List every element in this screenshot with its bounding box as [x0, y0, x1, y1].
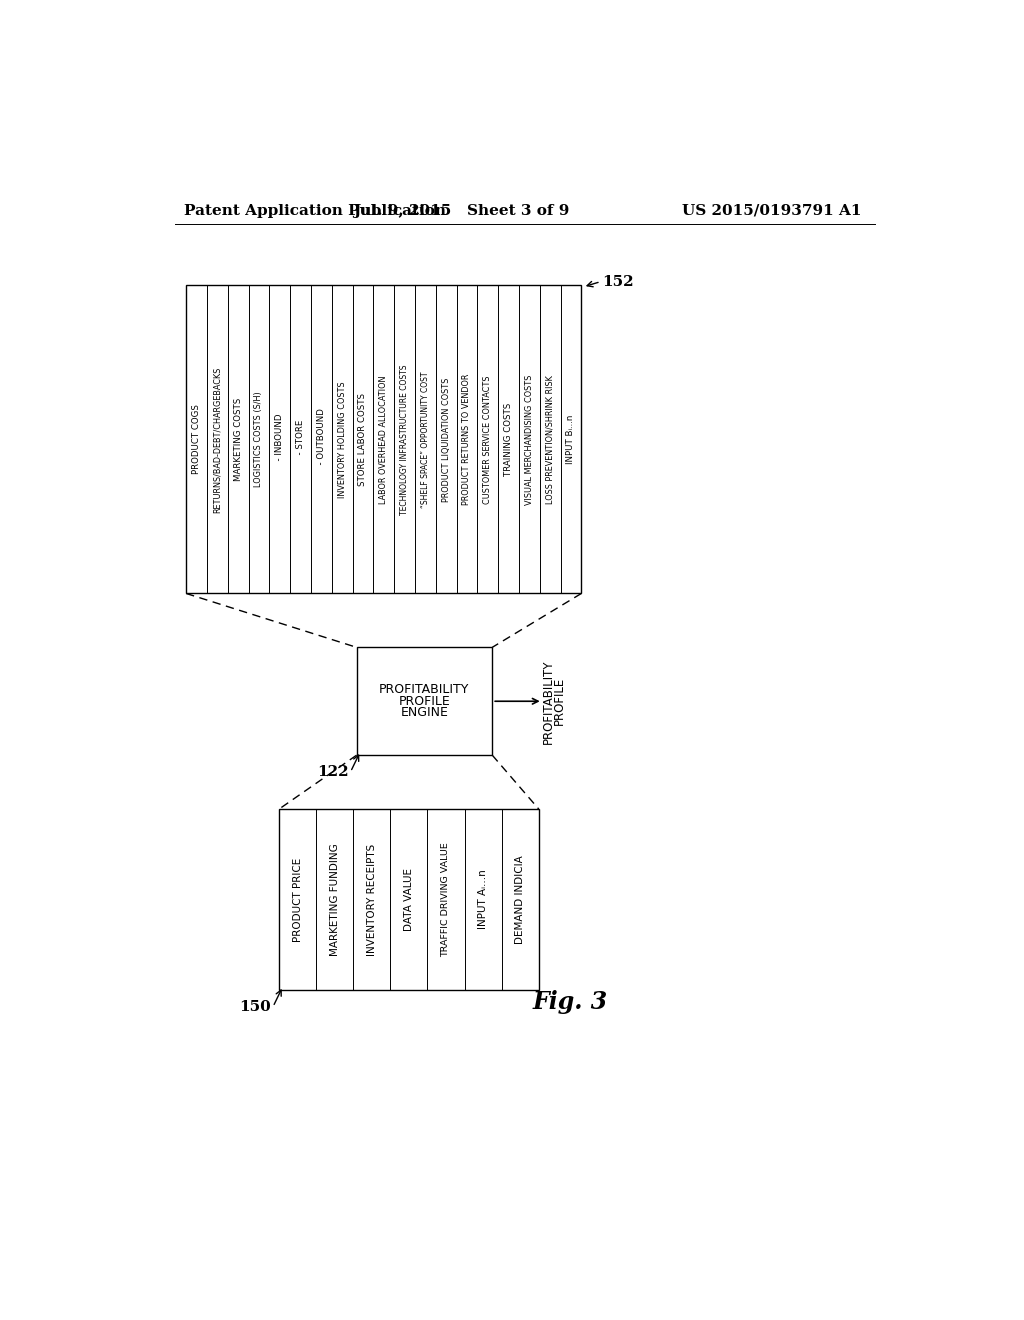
Text: PROFITABILITY: PROFITABILITY — [542, 659, 555, 743]
Text: “SHELF SPACE” OPPORTUNITY COST: “SHELF SPACE” OPPORTUNITY COST — [421, 371, 430, 508]
Bar — [280, 809, 539, 990]
Text: - OUTBOUND: - OUTBOUND — [316, 408, 326, 470]
Text: LOGISTICS COSTS (S/H): LOGISTICS COSTS (S/H) — [254, 392, 263, 487]
Text: 150: 150 — [240, 1001, 271, 1014]
Text: US 2015/0193791 A1: US 2015/0193791 A1 — [682, 203, 861, 218]
Text: INPUT Bᵢ...n: INPUT Bᵢ...n — [566, 414, 575, 465]
Text: INVENTORY HOLDING COSTS: INVENTORY HOLDING COSTS — [338, 381, 347, 498]
Text: VISUAL MERCHANDISING COSTS: VISUAL MERCHANDISING COSTS — [525, 375, 534, 504]
Text: DATA VALUE: DATA VALUE — [403, 869, 414, 931]
Text: Fig. 3: Fig. 3 — [532, 990, 607, 1014]
Text: PROFITABILITY: PROFITABILITY — [379, 684, 470, 696]
Text: PROFILE: PROFILE — [398, 694, 451, 708]
Text: PRODUCT PRICE: PRODUCT PRICE — [293, 858, 303, 941]
Text: TECHNOLOGY INFRASTRUCTURE COSTS: TECHNOLOGY INFRASTRUCTURE COSTS — [400, 364, 409, 515]
Text: TRAFFIC DRIVING VALUE: TRAFFIC DRIVING VALUE — [441, 842, 451, 957]
Text: LABOR OVERHEAD ALLOCATION: LABOR OVERHEAD ALLOCATION — [379, 375, 388, 504]
Text: STORE LABOR COSTS: STORE LABOR COSTS — [358, 393, 368, 486]
Bar — [186, 285, 582, 594]
Text: CUSTOMER SERVICE CONTACTS: CUSTOMER SERVICE CONTACTS — [483, 375, 493, 504]
Text: - INBOUND: - INBOUND — [275, 413, 285, 466]
Text: PRODUCT COGS: PRODUCT COGS — [193, 404, 201, 474]
Text: PROFILE: PROFILE — [552, 677, 565, 726]
Text: Jul. 9, 2015   Sheet 3 of 9: Jul. 9, 2015 Sheet 3 of 9 — [353, 203, 569, 218]
Text: MARKETING COSTS: MARKETING COSTS — [233, 397, 243, 480]
Text: INPUT Aᵢ...n: INPUT Aᵢ...n — [478, 870, 488, 929]
Text: LOSS PREVENTION/SHRINK RISK: LOSS PREVENTION/SHRINK RISK — [546, 375, 555, 504]
Text: INVENTORY RECEIPTS: INVENTORY RECEIPTS — [367, 843, 377, 956]
Bar — [356, 647, 493, 755]
Text: ENGINE: ENGINE — [400, 706, 449, 719]
Text: RETURNS/BAD-DEBT/CHARGEBACKS: RETURNS/BAD-DEBT/CHARGEBACKS — [213, 366, 222, 512]
Text: - STORE: - STORE — [296, 420, 305, 459]
Text: PRODUCT RETURNS TO VENDOR: PRODUCT RETURNS TO VENDOR — [463, 374, 471, 506]
Text: DEMAND INDICIA: DEMAND INDICIA — [515, 855, 525, 944]
Text: 122: 122 — [317, 766, 349, 779]
Text: MARKETING FUNDING: MARKETING FUNDING — [330, 843, 340, 956]
Text: 152: 152 — [602, 275, 634, 289]
Text: TRAINING COSTS: TRAINING COSTS — [504, 403, 513, 477]
Text: Patent Application Publication: Patent Application Publication — [183, 203, 445, 218]
Text: PRODUCT LIQUIDATION COSTS: PRODUCT LIQUIDATION COSTS — [441, 378, 451, 502]
